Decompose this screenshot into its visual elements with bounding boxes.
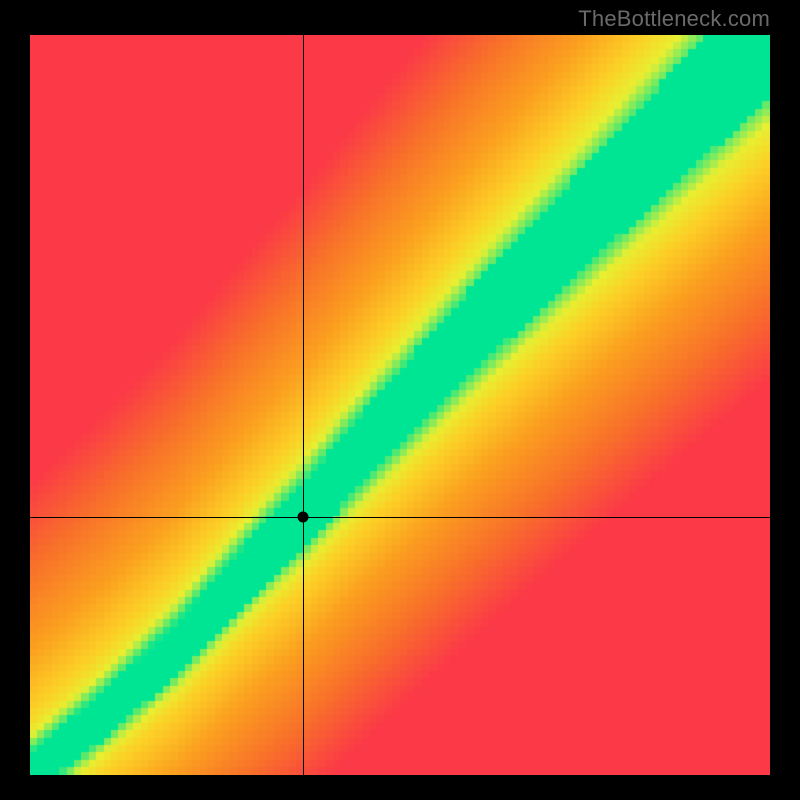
bottleneck-heatmap	[30, 35, 770, 775]
attribution-text: TheBottleneck.com	[578, 6, 770, 32]
crosshair-vertical	[303, 35, 304, 775]
crosshair-horizontal	[30, 517, 770, 518]
crosshair-marker	[298, 512, 309, 523]
heatmap-canvas	[30, 35, 770, 775]
